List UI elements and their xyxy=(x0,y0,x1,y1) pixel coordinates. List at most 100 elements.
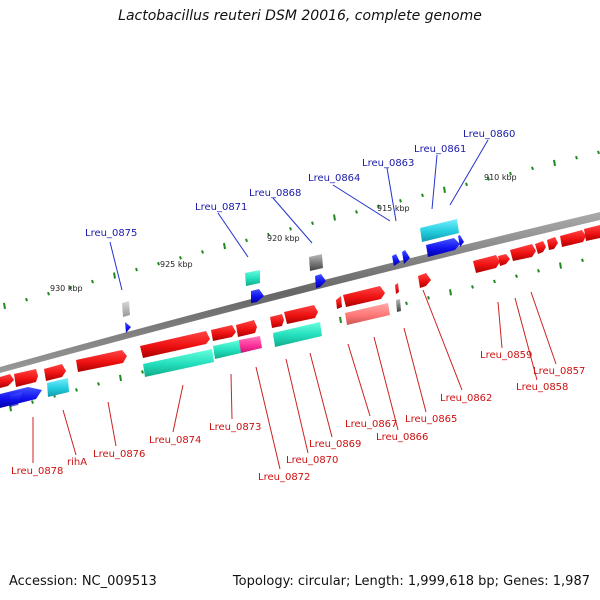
scale-tick xyxy=(75,388,78,392)
scale-tick xyxy=(581,258,584,263)
gene-lreu-0870[interactable] xyxy=(270,314,284,328)
gene-lreu-0866[interactable] xyxy=(345,303,390,325)
gene-label-lreu-0876[interactable]: Lreu_0876 xyxy=(93,449,145,460)
gene-lreu-0864[interactable] xyxy=(392,254,400,266)
gene-lreu-0858[interactable] xyxy=(510,244,536,261)
scale-tick xyxy=(509,171,512,176)
upper-gene-labels: Lreu_0875 Lreu_0871 Lreu_0868 Lreu_0864 … xyxy=(85,129,515,239)
gene-lreu-0859-a[interactable] xyxy=(473,255,500,273)
gene-label-lreu-0868[interactable]: Lreu_0868 xyxy=(249,188,301,199)
scale-tick xyxy=(493,279,496,284)
lower-leader-lines xyxy=(32,289,557,470)
gene-lreu-0865-grey[interactable] xyxy=(396,299,401,312)
gene-lreu-0867-blue[interactable] xyxy=(315,274,326,288)
scale-tick xyxy=(47,291,50,296)
gene-lreu-0861[interactable] xyxy=(420,219,459,242)
gene-lreu-0857-a[interactable] xyxy=(535,241,546,254)
scale-label: 930 kbp xyxy=(50,284,83,293)
gene-label-lreu-0857[interactable]: Lreu_0857 xyxy=(533,366,585,377)
scale-tick xyxy=(201,250,204,254)
gene-lreu-0879[interactable] xyxy=(0,374,14,388)
gene-lreu-0863[interactable] xyxy=(402,250,410,264)
gene-label-lreu-0862[interactable]: Lreu_0862 xyxy=(440,393,492,404)
gene-rihA[interactable] xyxy=(47,378,69,397)
gene-lreu-0878[interactable] xyxy=(0,387,42,408)
scale-tick xyxy=(119,374,122,382)
scale-tick xyxy=(113,272,116,279)
scale-tick xyxy=(3,302,6,310)
gene-label-lreu-0875[interactable]: Lreu_0875 xyxy=(85,228,137,239)
gene-lreu-0874-teal[interactable] xyxy=(143,349,214,377)
upper-leader-lines xyxy=(109,139,489,291)
gene-label-lreu-0878[interactable]: Lreu_0878 xyxy=(11,466,63,477)
gene-label-lreu-0869[interactable]: Lreu_0869 xyxy=(309,439,361,450)
gene-lreu-0872[interactable] xyxy=(236,320,257,337)
gene-lreu-0875[interactable] xyxy=(122,301,130,317)
gene-label-lreu-0865[interactable]: Lreu_0865 xyxy=(405,414,457,425)
gene-lreu-0873-teal[interactable] xyxy=(213,340,241,359)
scale-tick xyxy=(25,297,28,302)
gene-lreu-0865[interactable] xyxy=(395,283,399,294)
gene-label-lreu-0871[interactable]: Lreu_0871 xyxy=(195,202,247,213)
gene-lreu-0876[interactable] xyxy=(76,350,127,372)
scale-tick xyxy=(537,268,540,273)
scale-tick xyxy=(487,177,490,181)
gene-lreu-0859-b[interactable] xyxy=(498,254,510,266)
lower-gene-labels: Lreu_0878 rihA Lreu_0876 Lreu_0874 Lreu_… xyxy=(11,350,585,483)
scale-tick xyxy=(553,159,556,167)
gene-label-lreu-0866[interactable]: Lreu_0866 xyxy=(376,432,428,443)
scale-label: 915 kbp xyxy=(377,204,410,213)
gene-label-lreu-0864[interactable]: Lreu_0864 xyxy=(308,173,360,184)
scale-tick xyxy=(157,261,160,266)
gene-lreu-0867[interactable] xyxy=(343,286,385,307)
gene-label-lreu-0873[interactable]: Lreu_0873 xyxy=(209,422,261,433)
scale-tick xyxy=(421,193,424,198)
gene-label-lreu-0867[interactable]: Lreu_0867 xyxy=(345,419,397,430)
scale-tick xyxy=(135,267,138,272)
gene-lreu-0868-red[interactable] xyxy=(336,296,342,309)
scale-tick xyxy=(333,214,336,221)
gene-lreu-0868[interactable] xyxy=(309,254,323,271)
gene-rihA-red[interactable] xyxy=(44,364,66,381)
scale-tick xyxy=(69,285,72,290)
gene-label-lreu-0859[interactable]: Lreu_0859 xyxy=(480,350,532,361)
gene-label-lreu-0872[interactable]: Lreu_0872 xyxy=(258,472,310,483)
scale-tick xyxy=(267,232,270,237)
gene-lreu-0855[interactable] xyxy=(584,225,600,241)
gene-label-lreu-0863[interactable]: Lreu_0863 xyxy=(362,158,414,169)
gene-lreu-0860-b[interactable] xyxy=(458,235,464,247)
gene-lreu-0862[interactable] xyxy=(418,273,431,288)
gene-label-lreu-0858[interactable]: Lreu_0858 xyxy=(516,382,568,393)
gene-lreu-0856[interactable] xyxy=(560,230,586,247)
gene-lreu-0874[interactable] xyxy=(140,331,210,358)
upper-strand-genes xyxy=(0,219,464,408)
gene-label-lreu-0860[interactable]: Lreu_0860 xyxy=(463,129,515,140)
scale-tick xyxy=(179,255,182,260)
gene-lreu-0871[interactable] xyxy=(245,270,260,286)
scale-tick xyxy=(597,150,600,155)
topology-text: Topology: circular; Length: 1,999,618 bp… xyxy=(232,574,590,589)
gene-lreu-0878-b[interactable] xyxy=(10,392,22,407)
scale-tick xyxy=(575,155,578,160)
gene-lreu-0873[interactable] xyxy=(211,325,236,341)
gene-label-lreu-0870[interactable]: Lreu_0870 xyxy=(286,455,338,466)
gene-lreu-0869-teal[interactable] xyxy=(273,322,322,347)
scale-tick xyxy=(141,370,144,374)
gene-lreu-0857-b[interactable] xyxy=(547,237,558,250)
scale-tick xyxy=(449,289,452,296)
gene-label-lreu-0861[interactable]: Lreu_0861 xyxy=(414,144,466,155)
scale-tick xyxy=(91,279,94,284)
gene-label-rihA[interactable]: rihA xyxy=(67,457,87,468)
gene-lreu-0877[interactable] xyxy=(14,369,38,387)
gene-lreu-0860-a[interactable] xyxy=(426,238,460,257)
gene-lreu-0874-small[interactable] xyxy=(125,322,131,333)
scale-tick xyxy=(465,182,468,187)
scale-tick xyxy=(339,316,342,324)
genome-backbone xyxy=(0,212,600,373)
gene-label-lreu-0874[interactable]: Lreu_0874 xyxy=(149,435,201,446)
gene-lreu-0869[interactable] xyxy=(284,305,318,324)
scale-tick xyxy=(405,301,408,306)
gene-lreu-0872-pink[interactable] xyxy=(239,336,262,353)
gene-lreu-0870-blue[interactable] xyxy=(251,289,264,303)
